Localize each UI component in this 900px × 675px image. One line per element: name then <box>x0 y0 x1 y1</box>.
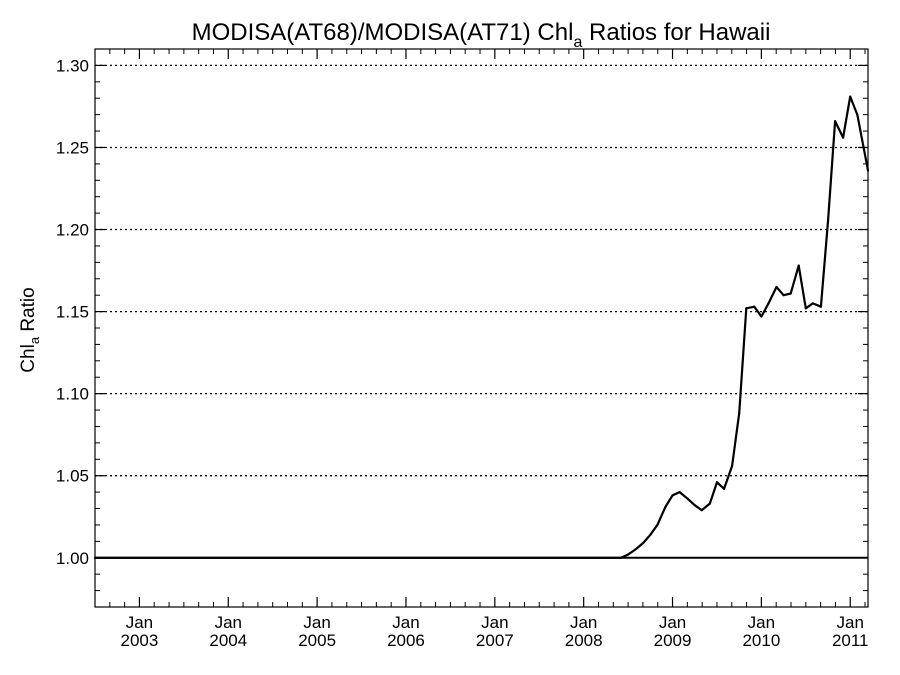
x-tick-label-month: Jan <box>126 613 153 632</box>
plot-frame <box>94 48 869 608</box>
x-tick-label-year: 2011 <box>832 631 869 650</box>
tick-labels: 1.001.051.101.151.201.251.30Jan2003Jan20… <box>56 56 869 650</box>
data-point <box>782 294 785 297</box>
data-point <box>738 412 741 415</box>
data-point <box>627 553 630 556</box>
x-tick-label-month: Jan <box>659 613 686 632</box>
data-point <box>789 292 792 295</box>
data-point <box>722 487 726 490</box>
x-tick-label-month: Jan <box>215 613 242 632</box>
data-point <box>686 497 689 500</box>
x-tick-label-year: 2009 <box>654 631 692 650</box>
x-tick-label-year: 2003 <box>121 631 159 650</box>
data-point <box>678 491 681 494</box>
ticks <box>94 48 868 608</box>
x-tick-label-month: Jan <box>303 613 330 632</box>
y-axis-label: Chla Ratio <box>18 287 42 372</box>
data-point <box>819 305 823 308</box>
y-tick-label: 1.00 <box>56 549 89 568</box>
data-point <box>842 136 845 139</box>
data-point <box>656 523 659 527</box>
data-point <box>634 548 637 551</box>
y-tick-label: 1.15 <box>56 303 89 322</box>
data-point <box>671 494 674 497</box>
data-point <box>753 305 756 308</box>
data-point <box>642 541 645 545</box>
data-point <box>619 556 623 559</box>
x-tick-label-year: 2008 <box>565 631 603 650</box>
data-point <box>826 220 830 223</box>
data-point <box>708 502 711 505</box>
x-tick-label-month: Jan <box>570 613 597 632</box>
data-point <box>715 481 719 484</box>
data-point <box>849 95 852 98</box>
y-tick-label: 1.05 <box>56 467 89 486</box>
x-tick-label-year: 2004 <box>209 631 247 650</box>
x-tick-label-year: 2005 <box>298 631 336 650</box>
series-group <box>93 95 870 559</box>
y-tick-label: 1.20 <box>56 221 89 240</box>
gridlines <box>95 64 868 559</box>
data-point <box>760 315 763 318</box>
y-tick-label: 1.10 <box>56 385 89 404</box>
data-point <box>767 302 770 305</box>
chart-title: MODISA(AT68)/MODISA(AT71) Chla Ratios fo… <box>192 19 771 51</box>
data-point <box>856 113 859 116</box>
series-line <box>95 95 870 559</box>
y-tick-label: 1.30 <box>56 56 89 75</box>
x-tick-label-month: Jan <box>748 613 775 632</box>
x-tick-label-month: Jan <box>392 613 419 632</box>
data-point <box>700 509 703 512</box>
y-tick-label: 1.25 <box>56 138 89 157</box>
x-tick-label-year: 2007 <box>476 631 514 650</box>
x-tick-label-year: 2006 <box>387 631 425 650</box>
data-point <box>664 505 667 508</box>
data-point <box>693 504 696 507</box>
data-point <box>834 120 837 123</box>
data-point <box>797 264 800 267</box>
data-point <box>649 533 652 536</box>
data-point <box>775 285 778 289</box>
data-point <box>811 302 815 305</box>
data-point <box>730 464 734 467</box>
x-tick-label-year: 2010 <box>742 631 780 650</box>
x-tick-label-month: Jan <box>481 613 508 632</box>
x-tick-label-month: Jan <box>837 613 864 632</box>
data-point <box>745 307 748 310</box>
data-point <box>804 307 807 310</box>
